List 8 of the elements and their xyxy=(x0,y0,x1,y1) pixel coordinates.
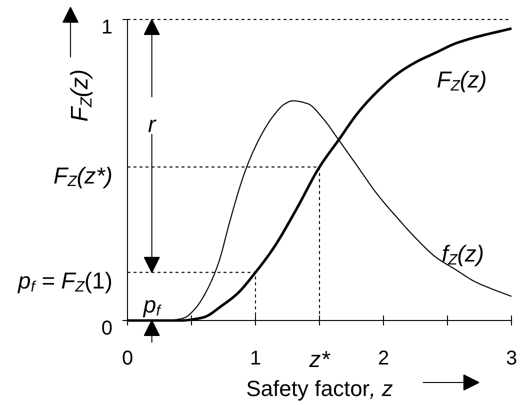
y-axis-title: FZ(z) xyxy=(66,69,96,122)
x-tick-label: 1 xyxy=(250,348,262,370)
annotation: r xyxy=(148,110,157,137)
x-tick-label: 0 xyxy=(122,348,134,370)
x-axis-title: Safety factor, z xyxy=(246,376,393,401)
x-tick-label: 2 xyxy=(378,348,390,370)
x-tick-label: z* xyxy=(308,346,331,372)
x-tick-label: 3 xyxy=(506,348,518,370)
